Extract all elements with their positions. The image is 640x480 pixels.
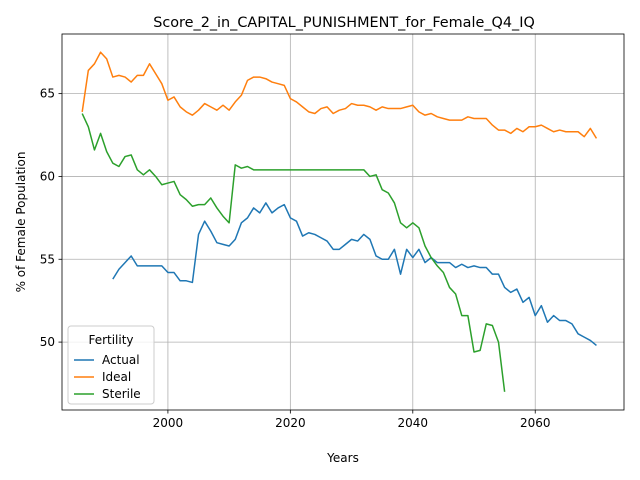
y-tick-label: 65 xyxy=(40,87,55,101)
legend-label-actual: Actual xyxy=(102,353,140,367)
x-axis-title: Years xyxy=(326,451,359,465)
y-tick-label: 60 xyxy=(40,169,55,183)
y-axis-title: % of Female Population xyxy=(14,152,28,293)
legend-label-ideal: Ideal xyxy=(102,370,131,384)
plot-frame xyxy=(61,33,625,411)
plot-area xyxy=(62,34,624,410)
legend-items: Actual Ideal Sterile xyxy=(74,353,141,401)
series-line-sterile xyxy=(81,113,506,392)
grid xyxy=(62,34,624,410)
y-axis: 50 55 60 65 xyxy=(40,87,62,349)
x-tick-label: 2060 xyxy=(520,416,551,430)
x-tick-label: 2000 xyxy=(153,416,184,430)
series-line-ideal xyxy=(81,51,598,139)
x-tick-label: 2040 xyxy=(398,416,429,430)
legend-title: Fertility xyxy=(88,333,133,347)
x-tick-label: 2020 xyxy=(275,416,306,430)
legend: Fertility Actual Ideal Sterile xyxy=(67,325,155,405)
y-tick-label: 55 xyxy=(40,252,55,266)
x-axis: 2000 2020 2040 2060 xyxy=(153,410,551,430)
y-tick-label: 50 xyxy=(40,335,55,349)
legend-label-sterile: Sterile xyxy=(102,387,141,401)
chart-title: Score_2_in_CAPITAL_PUNISHMENT_for_Female… xyxy=(153,15,535,31)
series-lines xyxy=(81,51,598,392)
legend-box xyxy=(67,325,155,405)
series-line-actual xyxy=(112,202,597,346)
